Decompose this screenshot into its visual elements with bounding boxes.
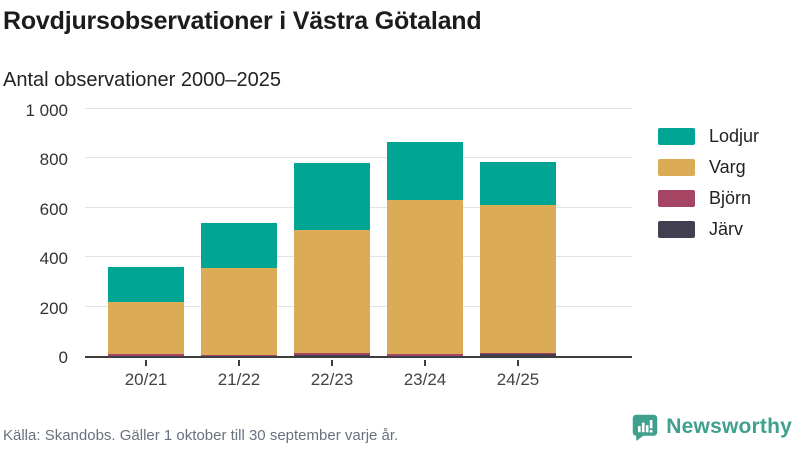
legend-item-björn: Björn — [658, 188, 759, 209]
bar-23-24 — [387, 142, 463, 356]
plot-area — [85, 108, 632, 358]
x-tick-label: 20/21 — [124, 370, 168, 389]
x-tick-label: 23/24 — [403, 370, 447, 389]
bar-24-25 — [480, 162, 556, 356]
legend-label: Järv — [709, 219, 744, 239]
legend-label: Varg — [709, 157, 746, 177]
legend-label: Lodjur — [709, 126, 760, 146]
y-axis: 0 200 400 600 800 1 000 — [0, 101, 78, 367]
segment-järv — [294, 355, 370, 356]
legend-label: Björn — [709, 188, 752, 208]
segment-varg — [294, 230, 370, 354]
newsworthy-icon — [631, 413, 659, 441]
segment-varg — [387, 200, 463, 355]
segment-varg — [480, 205, 556, 354]
x-tick-label: 22/23 — [310, 370, 354, 389]
segment-lodjur — [294, 163, 370, 231]
y-tick-label: 400 — [39, 249, 68, 269]
segment-björn — [387, 354, 463, 356]
legend-swatch — [658, 190, 695, 207]
segment-varg — [108, 301, 184, 355]
y-tick-label: 800 — [39, 150, 68, 170]
segment-björn — [108, 354, 184, 356]
segment-lodjur — [480, 162, 556, 206]
bars-container — [85, 111, 632, 356]
y-tick-label: 200 — [39, 298, 68, 318]
gridline-1000 — [85, 108, 632, 109]
x-tick — [517, 360, 519, 366]
gridline-800 — [85, 157, 632, 159]
x-tick — [424, 360, 426, 366]
x-tick — [331, 360, 333, 366]
segment-lodjur — [387, 142, 463, 201]
legend-swatch — [658, 128, 695, 145]
legend-item-lodjur: Lodjur — [658, 126, 759, 147]
y-tick-label: 0 — [58, 348, 68, 367]
x-tick-label: 21/22 — [217, 370, 261, 389]
legend-swatch — [658, 221, 695, 238]
segment-björn — [294, 353, 370, 356]
legend: Lodjur Varg Björn Järv — [658, 126, 759, 250]
segment-lodjur — [201, 222, 277, 269]
bar-20-21 — [108, 267, 184, 356]
x-tick-label: 24/25 — [496, 370, 540, 389]
source-note: Källa: Skandobs. Gäller 1 oktober till 3… — [3, 427, 399, 444]
segment-lodjur — [108, 267, 184, 302]
legend-item-varg: Varg — [658, 157, 759, 178]
chart-subtitle: Antal observationer 2000–2025 — [3, 69, 281, 91]
legend-item-järv: Järv — [658, 219, 759, 240]
segment-järv — [480, 353, 556, 356]
segment-björn — [201, 355, 277, 356]
y-tick-label: 1 000 — [25, 101, 68, 120]
page-title: Rovdjursobservationer i Västra Götaland — [3, 7, 482, 35]
legend-swatch — [658, 159, 695, 176]
segment-varg — [201, 268, 277, 356]
y-tick-label: 600 — [39, 199, 68, 219]
bar-22-23 — [294, 163, 370, 356]
x-axis: 20/21 21/22 22/23 23/24 24/25 — [85, 360, 632, 396]
x-tick — [145, 360, 147, 366]
x-tick — [238, 360, 240, 366]
bar-21-22 — [201, 222, 277, 356]
newsworthy-wordmark: Newsworthy — [666, 415, 792, 438]
newsworthy-logo-link[interactable]: Newsworthy — [631, 413, 792, 441]
